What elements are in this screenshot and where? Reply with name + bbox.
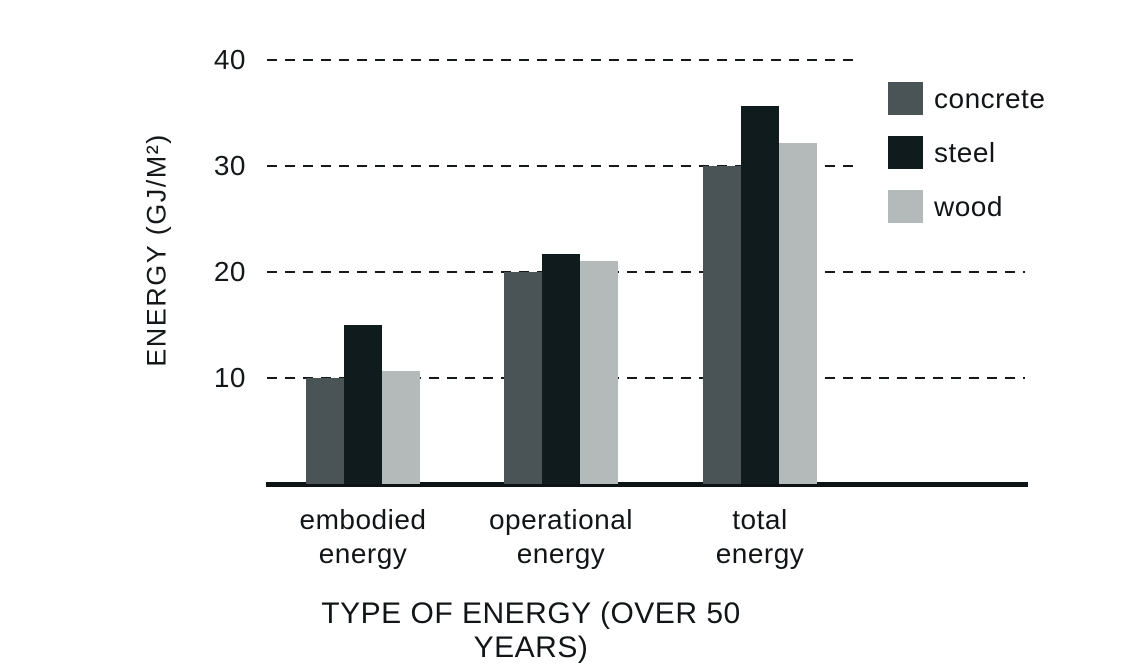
- gridline-40: [267, 59, 853, 61]
- gridline-20: [267, 271, 1025, 273]
- gridline-10: [267, 377, 1025, 379]
- bar-steel: [542, 254, 580, 484]
- bar-steel: [344, 325, 382, 484]
- legend-item-wood: wood: [888, 190, 1045, 223]
- legend-label: wood: [934, 190, 1003, 222]
- x-category-label: embodied energy: [299, 504, 427, 569]
- x-category-label: total energy: [715, 504, 805, 569]
- bar-concrete: [306, 378, 344, 484]
- y-tick-label: 30: [213, 150, 246, 181]
- bar-group-operational: [504, 254, 618, 484]
- x-category-label: operational energy: [488, 504, 634, 569]
- legend-item-concrete: concrete: [888, 82, 1045, 115]
- y-tick-label: 10: [213, 362, 246, 393]
- y-axis-title: ENERGY (GJ/M²): [141, 133, 172, 367]
- legend-swatch-steel: [888, 136, 923, 169]
- bar-steel: [741, 106, 779, 484]
- x-axis-line: [266, 482, 1028, 487]
- legend-swatch-wood: [888, 190, 923, 223]
- bar-wood: [580, 261, 618, 484]
- legend-swatch-concrete: [888, 82, 923, 115]
- legend: concrete steel wood: [888, 82, 1045, 244]
- bar-group-embodied: [306, 325, 420, 484]
- bar-concrete: [703, 166, 741, 484]
- y-tick-label: 40: [213, 44, 246, 75]
- legend-label: steel: [934, 136, 996, 168]
- bar-wood: [779, 143, 817, 484]
- bar-group-total: [703, 106, 817, 484]
- legend-item-steel: steel: [888, 136, 1045, 169]
- x-axis-title: TYPE OF ENERGY (OVER 50 YEARS): [321, 597, 741, 664]
- bar-concrete: [504, 272, 542, 484]
- legend-label: concrete: [934, 82, 1046, 114]
- gridline-30: [267, 165, 853, 167]
- bar-wood: [382, 371, 420, 484]
- y-tick-label: 20: [213, 256, 246, 287]
